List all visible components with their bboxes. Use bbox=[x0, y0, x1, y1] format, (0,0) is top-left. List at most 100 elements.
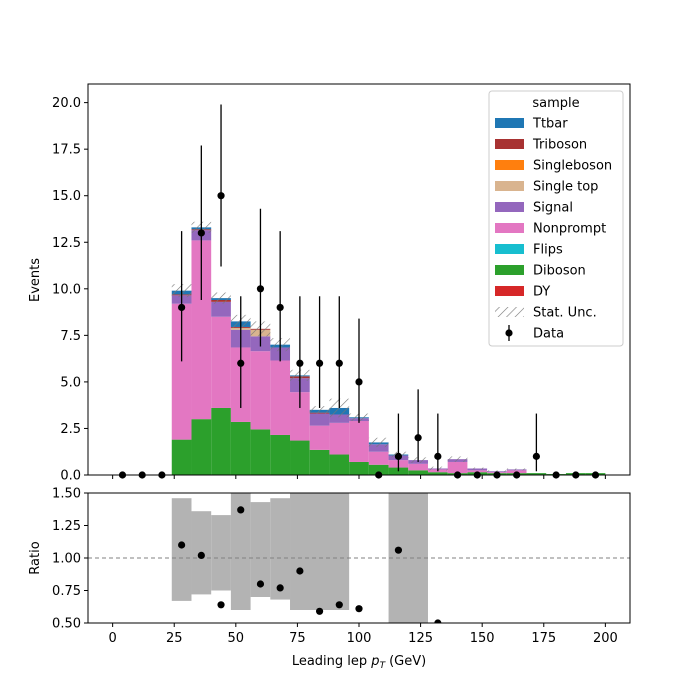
data-point-14 bbox=[394, 452, 403, 460]
legend-label-stat-unc: Stat. Unc. bbox=[533, 306, 597, 321]
bar-nonprompt-9 bbox=[290, 392, 310, 441]
ratio-unc-band-0 bbox=[171, 498, 192, 601]
main-ytick-label-5: 12.5 bbox=[52, 236, 81, 251]
data-point-12 bbox=[355, 378, 363, 386]
legend-label-triboson: Triboson bbox=[532, 138, 587, 153]
bar-signal-13 bbox=[368, 444, 389, 452]
bar-signal-10 bbox=[309, 413, 330, 426]
ratio-point-8 bbox=[335, 601, 343, 609]
bar-nonprompt-4 bbox=[191, 240, 212, 420]
legend-swatch-data bbox=[505, 329, 513, 337]
ratio-ytick-label-3: 1.25 bbox=[52, 519, 81, 534]
ratio-unc-band-6 bbox=[290, 493, 350, 610]
stat-unc-18 bbox=[467, 467, 488, 470]
bar-diboson-15 bbox=[408, 470, 428, 475]
main-ytick-label-8: 20.0 bbox=[52, 96, 81, 111]
legend-swatch-diboson bbox=[495, 265, 524, 275]
legend-swatch-dy bbox=[495, 286, 524, 296]
x-axis-label-text: Leading lep bbox=[292, 654, 367, 669]
data-point-16 bbox=[434, 452, 442, 460]
stat-unc-10 bbox=[309, 406, 330, 414]
ratio-unc-band-3 bbox=[230, 493, 251, 610]
stat-unc-19 bbox=[487, 470, 507, 473]
legend-label-flips: Flips bbox=[533, 243, 563, 258]
ratio-point-0 bbox=[178, 541, 186, 549]
ratio-point-5 bbox=[276, 584, 284, 592]
bar-nonprompt-3 bbox=[171, 303, 192, 440]
ratio-point-10 bbox=[394, 546, 403, 554]
ratio-xtick-label-1: 25 bbox=[166, 631, 183, 646]
legend-title: sample bbox=[532, 96, 579, 111]
main-panel: 0.02.55.07.510.012.515.017.520.0 Events … bbox=[28, 83, 631, 484]
bar-diboson-5 bbox=[211, 407, 231, 475]
main-ytick-label-3: 7.5 bbox=[60, 329, 81, 344]
ratio-point-7 bbox=[315, 607, 324, 615]
x-axis-label: Leading lep pT (GeV) bbox=[292, 654, 426, 671]
bar-nonprompt-5 bbox=[211, 316, 231, 408]
main-y-axis-label: Events bbox=[28, 258, 43, 302]
ratio-y-ticks: 0.50 0.75 1.00 1.25 1.50 bbox=[52, 487, 88, 632]
ratio-y-axis-label: Ratio bbox=[28, 541, 43, 574]
ratio-axes-frame bbox=[87, 492, 631, 624]
bar-diboson-7 bbox=[250, 429, 271, 475]
ratio-ytick-label-1: 0.75 bbox=[52, 584, 81, 599]
ratio-unc-band-5 bbox=[270, 498, 291, 600]
bar-nonprompt-11 bbox=[329, 422, 350, 455]
x-axis-label-p: p bbox=[370, 654, 379, 669]
data-point-7 bbox=[256, 285, 265, 293]
bar-diboson-12 bbox=[349, 461, 369, 475]
legend-swatch-triboson bbox=[495, 139, 524, 149]
x-axis-label-unit: (GeV) bbox=[389, 654, 426, 669]
ratio-unc-band-4 bbox=[250, 502, 271, 597]
data-point-21 bbox=[532, 452, 540, 460]
legend-label-diboson: Diboson bbox=[533, 264, 586, 279]
ratio-points bbox=[178, 506, 442, 623]
ratio-point-1 bbox=[197, 551, 205, 560]
ratio-point-6 bbox=[296, 567, 304, 575]
data-point-5 bbox=[217, 192, 225, 200]
ratio-unc-bands bbox=[171, 493, 428, 623]
bar-signal-5 bbox=[211, 301, 231, 317]
legend-swatch-nonprompt bbox=[495, 223, 524, 233]
bar-diboson-16 bbox=[427, 472, 448, 475]
ratio-ytick-label-2: 1.00 bbox=[52, 552, 81, 567]
bar-diboson-9 bbox=[290, 440, 310, 475]
legend-swatch-stat-unc bbox=[495, 307, 524, 317]
data-point-11 bbox=[335, 359, 343, 367]
data-point-8 bbox=[276, 303, 284, 312]
bar-diboson-21 bbox=[526, 473, 547, 475]
main-x-ticks bbox=[112, 475, 606, 479]
bar-nonprompt-12 bbox=[349, 421, 369, 462]
legend-label-single-top: Single top bbox=[533, 180, 598, 195]
main-ytick-label-1: 2.5 bbox=[60, 422, 81, 437]
data-point-4 bbox=[197, 229, 205, 237]
main-y-ticks: 0.0 2.5 5.0 7.5 10.0 12.5 15.0 17.5 20.0 bbox=[52, 96, 88, 484]
bar-signal-11 bbox=[329, 414, 350, 423]
ratio-panel: 0.50 0.75 1.00 1.25 1.50 0 25 50 75 100 125 150 175… bbox=[28, 487, 631, 671]
x-axis-label-sub: T bbox=[380, 661, 387, 671]
ratio-point-11 bbox=[434, 619, 442, 623]
main-ytick-label-0: 0.0 bbox=[60, 469, 81, 484]
bar-nonprompt-13 bbox=[368, 451, 389, 465]
bar-nonprompt-17 bbox=[447, 461, 468, 474]
bar-signal-18 bbox=[467, 468, 488, 471]
ratio-point-9 bbox=[355, 605, 363, 613]
bar-nonprompt-8 bbox=[270, 360, 291, 435]
bar-diboson-3 bbox=[171, 439, 192, 475]
ratio-xtick-label-3: 75 bbox=[289, 631, 306, 646]
ratio-point-2 bbox=[217, 601, 225, 609]
ratio-xtick-label-6: 150 bbox=[470, 631, 495, 646]
ratio-xtick-label-7: 175 bbox=[531, 631, 556, 646]
ratio-x-ticks: 0 25 50 75 100 125 150 175 200 bbox=[108, 623, 618, 646]
bar-diboson-8 bbox=[270, 434, 291, 475]
ratio-xtick-label-0: 0 bbox=[108, 631, 116, 646]
main-ytick-label-2: 5.0 bbox=[60, 375, 81, 390]
legend-label-singleboson: Singleboson bbox=[533, 159, 612, 174]
bar-diboson-6 bbox=[230, 421, 251, 475]
legend-label-data: Data bbox=[533, 327, 564, 342]
legend-swatch-singleboson bbox=[495, 160, 524, 170]
ratio-xtick-label-8: 200 bbox=[593, 631, 618, 646]
main-ytick-label-7: 17.5 bbox=[52, 143, 81, 158]
legend-swatch-ttbar bbox=[495, 118, 524, 128]
